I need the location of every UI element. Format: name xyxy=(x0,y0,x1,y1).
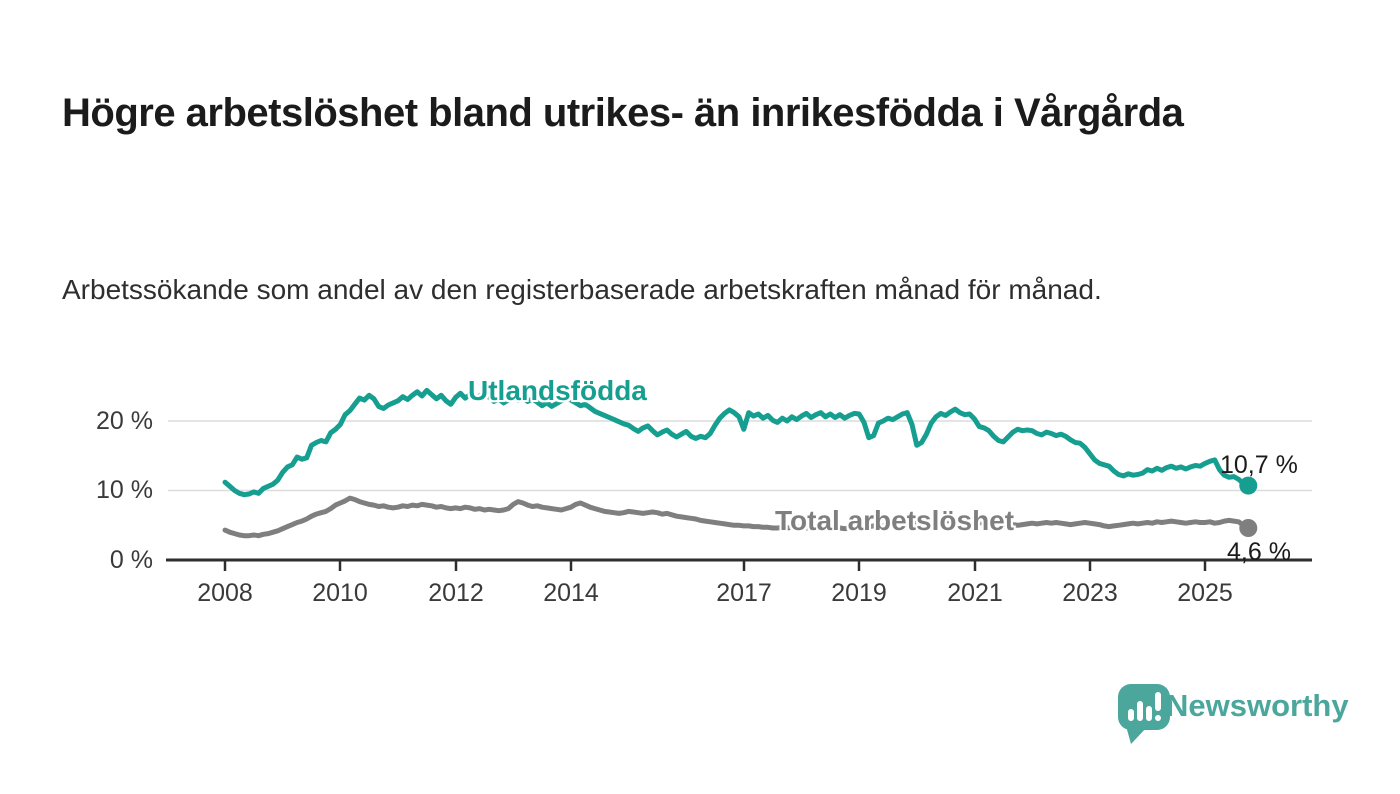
x-tick-2021: 2021 xyxy=(947,579,1003,607)
x-tick-2010: 2010 xyxy=(312,579,368,607)
total-arbetsloshet-series xyxy=(222,495,1258,539)
chart-title: Högre arbetslöshet bland utrikes- än inr… xyxy=(62,90,1184,135)
utlandsfodda-series xyxy=(222,387,1258,498)
utlandsfodda-end-dot xyxy=(1239,476,1258,495)
y-tick-0: 0 % xyxy=(109,546,153,574)
total-arbetsloshet-end-value-label: 4,6 % xyxy=(1227,538,1291,566)
total-arbetsloshet-line xyxy=(222,495,1251,539)
x-tick-2019: 2019 xyxy=(831,579,887,607)
x-tick-2023: 2023 xyxy=(1062,579,1118,607)
utlandsfodda-end-value-label: 10,7 % xyxy=(1220,451,1298,479)
newsworthy-speech-bubble-chart-icon xyxy=(1118,684,1170,744)
utlandsfodda-line xyxy=(222,387,1251,498)
x-axis xyxy=(166,558,1312,571)
y-tick-10: 10 % xyxy=(96,476,153,504)
utlandsfodda-series-label: Utlandsfödda xyxy=(468,375,647,406)
total-arbetsloshet-end-dot xyxy=(1239,519,1258,537)
x-tick-2017: 2017 xyxy=(716,579,772,607)
chart-subtitle: Arbetssökande som andel av den registerb… xyxy=(62,274,1102,305)
newsworthy-logo: Newsworthy xyxy=(1114,680,1349,746)
x-tick-2008: 2008 xyxy=(197,579,253,607)
newsworthy-logo-text: Newsworthy xyxy=(1166,688,1349,723)
gridlines xyxy=(168,420,1312,492)
x-tick-2014: 2014 xyxy=(543,579,599,607)
x-tick-2012: 2012 xyxy=(428,579,484,607)
y-tick-20: 20 % xyxy=(96,407,153,435)
total-arbetsloshet-series-label: Total arbetslöshet xyxy=(775,505,1015,536)
x-tick-2025: 2025 xyxy=(1177,579,1233,607)
